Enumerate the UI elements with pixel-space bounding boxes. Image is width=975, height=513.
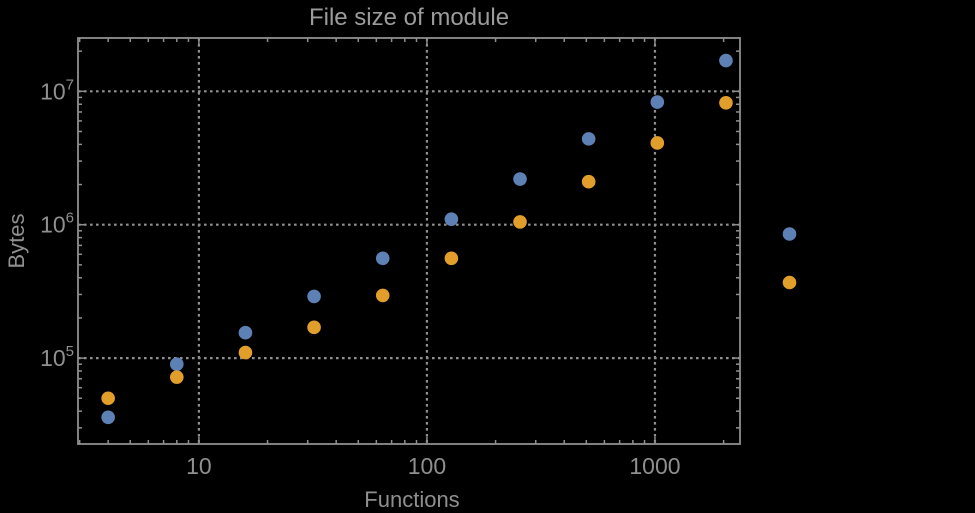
tick-labels: 10 100 1000 105 106 107 (40, 76, 680, 479)
point-blue-4 (101, 410, 115, 425)
point-orange-16 (238, 345, 253, 360)
x-tick-label-1000: 1000 (629, 453, 680, 479)
point-orange-32 (307, 320, 321, 335)
point-blue-1024 (650, 95, 665, 109)
x-tick-label-10: 10 (186, 453, 212, 479)
data-points (101, 53, 733, 425)
y-axis-label: Bytes (4, 213, 29, 268)
axes-frame (77, 37, 741, 445)
point-orange-2048 (719, 96, 733, 110)
y-tick-label-10e5: 105 (40, 343, 74, 371)
point-orange-64 (375, 288, 390, 303)
y-tick-label-10e7: 107 (40, 76, 74, 104)
x-tick-label-100: 100 (408, 453, 446, 479)
point-blue-64 (375, 251, 390, 266)
point-blue-256 (513, 172, 527, 186)
y-tick-label-10e6: 106 (40, 210, 74, 238)
legend-marker-orange (782, 275, 797, 290)
point-orange-256 (513, 215, 527, 229)
point-orange-512 (581, 174, 596, 189)
legend-marker-blue (782, 227, 797, 241)
point-orange-128 (444, 251, 459, 266)
gridlines (78, 38, 740, 444)
point-blue-32 (307, 289, 321, 304)
point-blue-2048 (719, 53, 733, 68)
point-blue-128 (444, 212, 459, 226)
point-orange-4 (101, 391, 115, 406)
point-orange-8 (169, 370, 184, 384)
point-blue-8 (169, 357, 184, 372)
point-orange-1024 (650, 136, 665, 150)
plot-frame (77, 37, 741, 445)
point-blue-16 (238, 325, 253, 340)
legend-markers (782, 227, 797, 290)
chart-title: File size of module (309, 4, 509, 31)
point-blue-512 (581, 132, 596, 146)
x-axis-label: Functions (364, 487, 459, 512)
